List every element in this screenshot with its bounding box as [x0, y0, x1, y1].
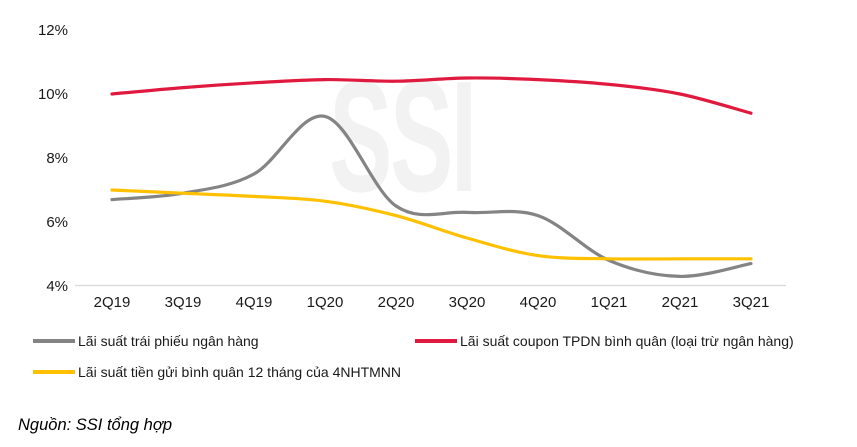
x-axis-tick-label: 2Q20 [378, 294, 415, 311]
line-chart: 12% 10% 8% 6% 4% 2Q19 3Q19 4Q19 1Q20 2Q20 3Q20 4Q2… [38, 22, 786, 311]
x-axis-tick-label: 3Q21 [733, 294, 770, 311]
legend-swatch-red-line [415, 339, 457, 343]
legend-item-deposit-rate: Lãi suất tiền gửi bình quân 12 tháng của… [33, 364, 401, 380]
legend-label-deposit-rate: Lãi suất tiền gửi bình quân 12 tháng của… [78, 364, 402, 380]
legend-item-bank-bond-rate: Lãi suất trái phiếu ngân hàng [33, 333, 259, 349]
x-axis-tick-label: 2Q19 [94, 294, 131, 311]
legend-label-bank-bond-rate: Lãi suất trái phiếu ngân hàng [78, 333, 259, 349]
ssi-watermark: SSI [329, 49, 477, 225]
x-axis-tick-label: 2Q21 [662, 294, 699, 311]
x-axis-tick-label: 1Q20 [307, 294, 344, 311]
legend-item-tpdn-coupon-rate: Lãi suất coupon TPDN bình quân (loại trừ… [415, 333, 794, 349]
x-axis-tick-label: 4Q20 [520, 294, 557, 311]
series-line-2 [110, 188, 753, 261]
y-axis-tick-label: 8% [46, 150, 68, 167]
legend-swatch-gray-line [33, 339, 75, 343]
y-axis-tick-label: 6% [46, 214, 68, 231]
series-line-0 [110, 114, 753, 279]
x-axis-labels: 2Q19 3Q19 4Q19 1Q20 2Q20 3Q20 4Q20 1Q21 2Q21 3Q21 [94, 294, 770, 311]
y-axis-tick-label: 10% [38, 86, 68, 103]
series-paths [110, 76, 753, 279]
y-axis-labels: 12% 10% 8% 6% 4% [38, 22, 68, 295]
source-note: Nguồn: SSI tổng hợp [18, 416, 172, 434]
legend-label-tpdn-coupon-rate: Lãi suất coupon TPDN bình quân (loại trừ… [460, 333, 794, 349]
x-axis-tick-label: 4Q19 [236, 294, 273, 311]
legend-swatch-yellow-line [33, 370, 75, 374]
x-axis-tick-label: 1Q21 [591, 294, 628, 311]
series-line-1 [110, 76, 753, 115]
y-axis-tick-label: 4% [46, 278, 68, 295]
y-axis-tick-label: 12% [38, 22, 68, 39]
x-axis-tick-label: 3Q19 [165, 294, 202, 311]
x-axis-tick-label: 3Q20 [449, 294, 486, 311]
